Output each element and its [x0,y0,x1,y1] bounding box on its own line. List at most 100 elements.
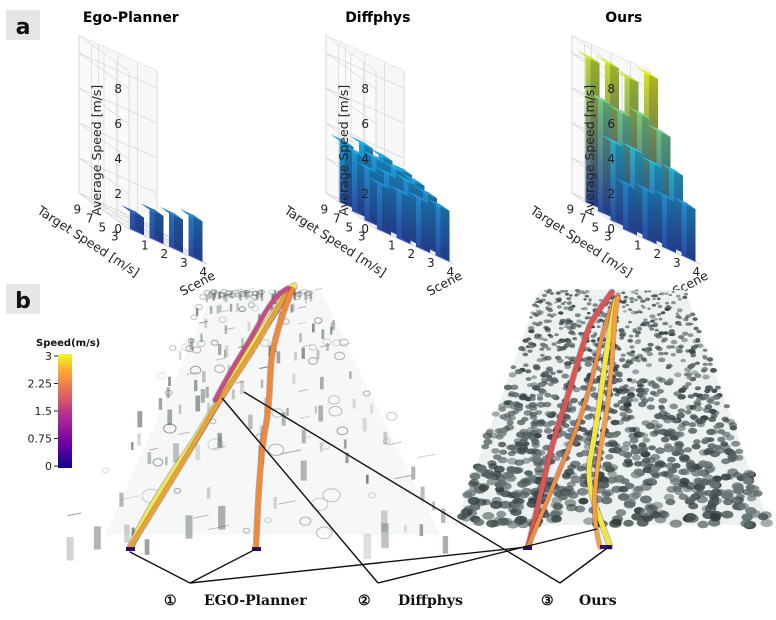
obstacle [555,450,566,457]
legend-number-1: ① [164,593,177,609]
target-speed-tick-label: 9 [566,203,574,217]
obstacle [741,513,753,521]
obstacle [685,381,692,387]
obstacle [547,319,552,323]
obstacle [630,448,641,455]
obstacle [634,356,640,360]
bar [387,184,411,245]
obstacle [319,344,330,348]
obstacle [309,293,313,302]
obstacle [301,429,306,444]
obstacle [694,386,702,391]
obstacle [660,292,665,296]
obstacle [321,329,325,340]
obstacle [301,347,305,359]
target-speed-tick-label: 5 [98,221,106,235]
obstacle [649,390,657,396]
z-tick-label: 0 [114,222,122,236]
obstacle [273,497,277,509]
obstacle [147,452,152,465]
obstacle [637,326,642,330]
obstacle [529,396,536,401]
obstacle [663,321,669,326]
obstacle [205,386,209,398]
obstacle [526,448,535,455]
obstacle [551,515,562,523]
colorbar-title: Speed(m/s) [36,338,100,349]
obstacle [647,342,654,347]
scene-tick-label: 4 [199,265,207,279]
obstacle [518,346,526,351]
obstacle [490,500,503,509]
obstacle [652,322,659,326]
obstacle [703,356,708,360]
obstacle [618,328,625,333]
obstacle [670,339,678,345]
obstacle [514,369,523,375]
obstacle [247,290,250,299]
obstacle [552,313,557,317]
obstacle [506,420,514,426]
obstacle [541,371,550,377]
obstacle [607,470,617,477]
obstacle [599,475,609,482]
obstacle [119,492,124,507]
z-tick-label: 8 [361,82,369,96]
obstacle [525,369,532,374]
obstacle [225,294,228,303]
obstacle [520,477,530,485]
obstacle [316,526,333,540]
z-tick-label: 4 [114,152,122,166]
obstacle [298,290,301,298]
obstacle [260,379,264,388]
obstacle [671,462,681,469]
obstacle [131,442,134,450]
obstacle [280,449,302,455]
obstacle [636,339,642,342]
z-tick-label: 2 [607,187,615,201]
chart-title: Diffphys [345,10,410,26]
obstacle [634,334,640,338]
obstacle [671,290,675,293]
obstacle [733,472,742,479]
obstacle [578,497,589,505]
obstacle [227,290,230,298]
obstacle [627,320,632,324]
obstacle [659,471,669,477]
obstacle [345,452,349,464]
obstacle [696,329,702,334]
obstacle [534,433,542,439]
obstacle [644,349,650,353]
obstacle [507,415,516,421]
obstacle [613,345,621,350]
obstacle [158,398,163,410]
obstacle [231,291,234,299]
obstacle [631,290,636,294]
obstacle [682,295,688,299]
obstacle [486,519,499,528]
obstacle [677,408,685,414]
obstacle [199,321,208,324]
obstacle [630,350,636,354]
obstacle [507,450,516,457]
obstacle [304,290,312,297]
obstacle [281,412,286,426]
trajectory-ego-planner-alt [128,288,292,550]
colorbar-ticks: 3 2.25 1.5 0.75 0 [28,350,58,473]
obstacle [663,331,669,335]
obstacle [239,293,242,301]
obstacle [320,442,331,450]
obstacle [200,389,205,403]
obstacle [131,527,135,538]
obstacle [586,361,592,365]
leader-ego-2 [189,548,257,584]
obstacle [676,294,681,298]
bar [330,134,354,209]
obstacle [732,487,743,495]
obstacle [588,357,596,362]
obstacle [650,453,661,461]
obstacle [556,340,562,344]
obstacle [257,290,261,299]
obstacle [394,474,413,480]
obstacle [209,418,217,425]
